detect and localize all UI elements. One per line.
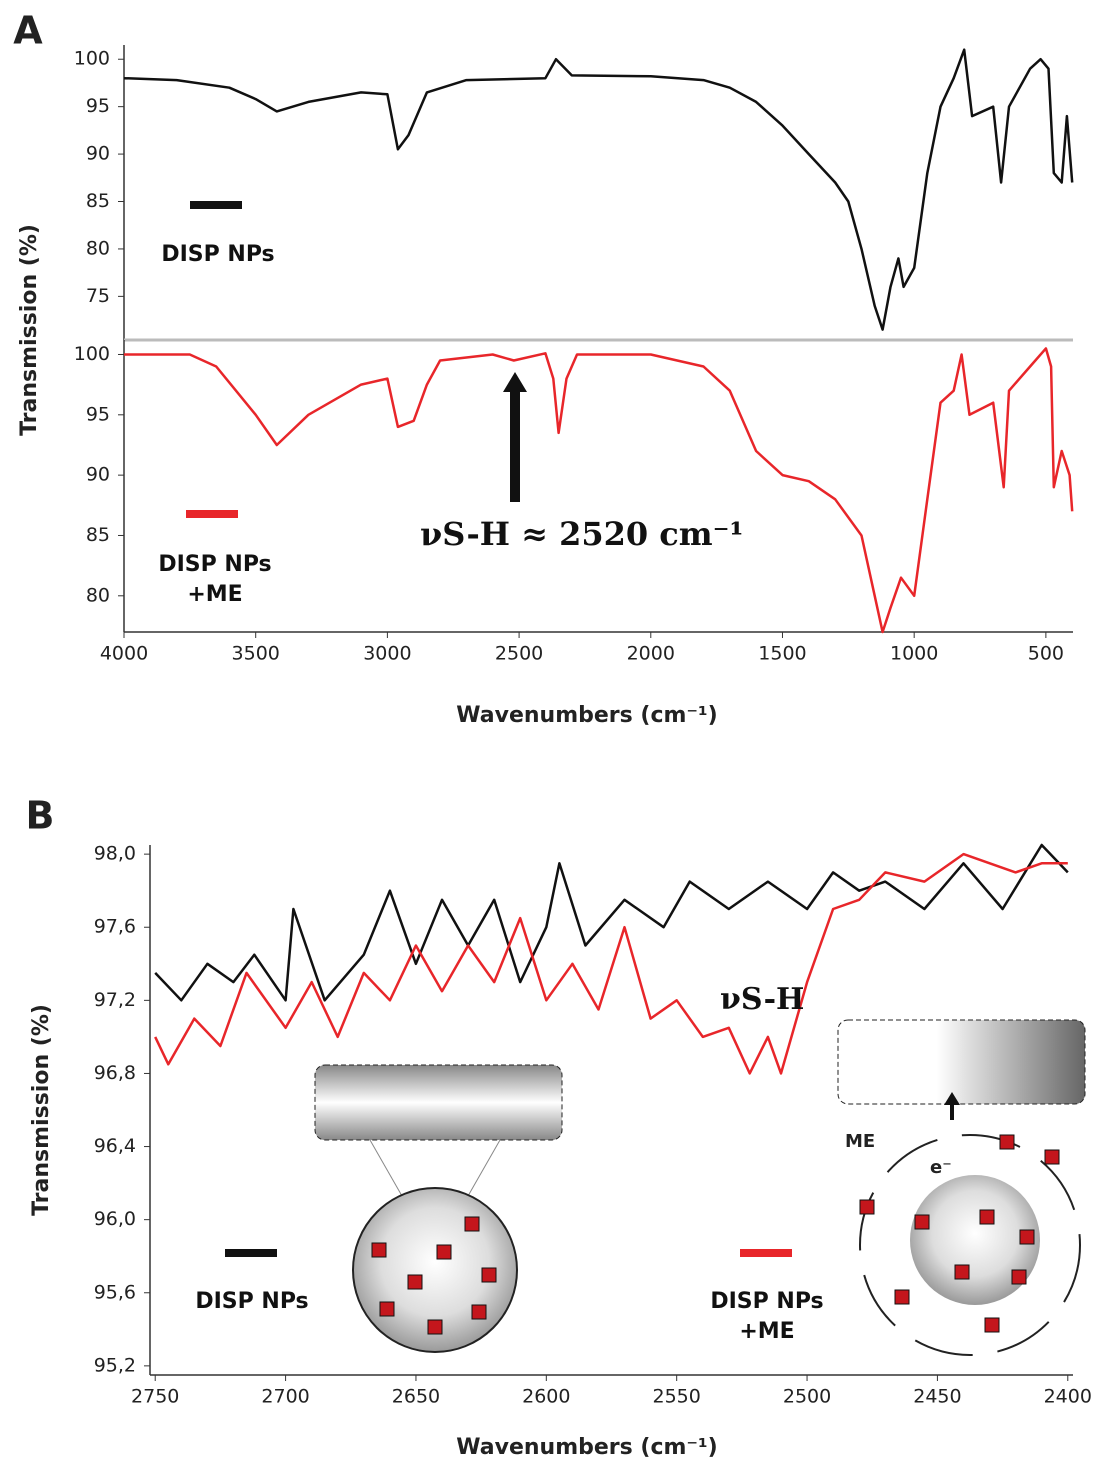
x-tick-label: 2400: [1044, 1386, 1092, 1408]
y-tick-label: 95,2: [94, 1354, 136, 1376]
legend-swatch: [225, 1249, 277, 1257]
legend-label: DISP NPs +ME: [710, 1289, 824, 1344]
panel-label: A: [13, 9, 43, 53]
x-tick-label: 2650: [392, 1386, 440, 1408]
legend-label: DISP NPs: [195, 1289, 309, 1314]
inset-label: ME: [845, 1131, 875, 1152]
x-tick-label: 2550: [653, 1386, 701, 1408]
series-line: [123, 48, 1074, 331]
arrow: [503, 372, 527, 502]
legend-label: DISP NPs +ME: [158, 552, 272, 607]
series-line: [124, 347, 1074, 634]
annotation: νS-H: [720, 982, 805, 1017]
x-tick-label: 1000: [890, 643, 938, 665]
x-tick-label: 3000: [363, 643, 411, 665]
y-tick-label: 100: [74, 48, 110, 70]
y-axis-label: Transmission (%): [29, 1004, 54, 1216]
x-tick-label: 2600: [522, 1386, 570, 1408]
inset-drawings: [314, 1019, 1086, 1356]
legend-swatch: [740, 1249, 792, 1257]
series-line: [154, 843, 1069, 1002]
y-tick-label: 96,8: [94, 1062, 136, 1084]
y-tick-label: 90: [86, 143, 110, 165]
x-tick-label: 2500: [783, 1386, 831, 1408]
y-tick-label: 90: [86, 464, 110, 486]
legend-swatch: [186, 510, 238, 518]
series-line: [154, 852, 1068, 1075]
x-tick-label: 500: [1028, 643, 1064, 665]
y-tick-label: 98,0: [94, 843, 136, 865]
x-tick-label: 2700: [261, 1386, 309, 1408]
y-tick-label: 80: [86, 237, 110, 259]
y-tick-label: 97,6: [94, 916, 136, 938]
y-tick-label: 95: [86, 95, 110, 117]
x-axis-label: Wavenumbers (cm⁻¹): [456, 1435, 717, 1460]
y-tick-label: 100: [74, 343, 110, 365]
x-tick-label: 2500: [495, 643, 543, 665]
x-tick-label: 1500: [758, 643, 806, 665]
y-tick-label: 85: [86, 524, 110, 546]
y-tick-label: 95,6: [94, 1281, 136, 1303]
y-tick-label: 80: [86, 584, 110, 606]
x-tick-label: 4000: [100, 643, 148, 665]
y-tick-label: 97,2: [94, 989, 136, 1011]
inset-label: e⁻: [930, 1157, 952, 1178]
x-tick-label: 2000: [627, 643, 675, 665]
x-tick-label: 2450: [913, 1386, 961, 1408]
y-tick-label: 85: [86, 190, 110, 212]
panel-label: B: [26, 794, 55, 838]
x-tick-label: 3500: [232, 643, 280, 665]
legend-label: DISP NPs: [161, 242, 275, 267]
y-tick-label: 75: [86, 285, 110, 307]
y-tick-label: 96,0: [94, 1208, 136, 1230]
x-tick-label: 2750: [131, 1386, 179, 1408]
y-tick-label: 95: [86, 403, 110, 425]
x-axis-label: Wavenumbers (cm⁻¹): [456, 703, 717, 728]
y-axis-label: Transmission (%): [17, 224, 42, 436]
annotation: νS-H ≈ 2520 cm⁻¹: [420, 515, 744, 553]
y-tick-label: 96,4: [94, 1135, 136, 1157]
legend-swatch: [190, 201, 242, 209]
